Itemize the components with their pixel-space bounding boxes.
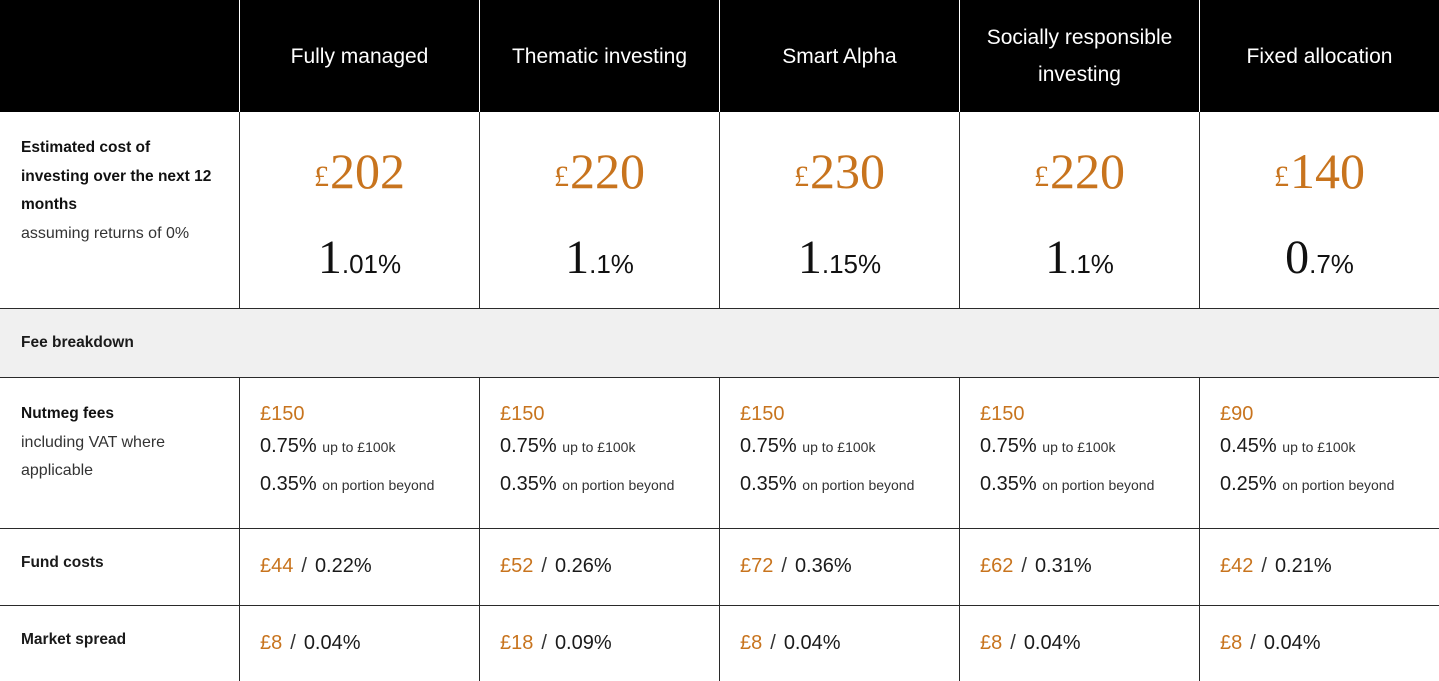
fee-amount: £150 [740, 403, 785, 425]
fee-amount: £90 [1220, 403, 1254, 425]
estimated-cost-cell: £202 1.01% [240, 112, 480, 309]
column-header: Thematic investing [480, 0, 720, 112]
market-spread-cell: £8/0.04% [960, 606, 1200, 681]
fund-cost-cell: £62/0.31% [960, 529, 1200, 606]
nutmeg-fees-label: Nutmeg fees including VAT where applicab… [0, 378, 240, 529]
market-spread-cell: £18/0.09% [480, 606, 720, 681]
market-spread-cell: £8/0.04% [1220, 632, 1321, 654]
fee-breakdown-heading: Fee breakdown [0, 309, 1439, 378]
fee-amount: £150 [980, 403, 1025, 425]
estimated-cost-amount: £220 [1034, 143, 1125, 199]
fee-rate-beyond: 0.25% on portion beyond [1220, 473, 1395, 495]
fund-cost-cell: £72/0.36% [720, 529, 960, 606]
fee-amount: £150 [260, 403, 305, 425]
estimated-cost-amount: £220 [554, 143, 645, 199]
estimated-cost-title: Estimated cost of investing over the nex… [21, 139, 212, 213]
currency-symbol: £ [1274, 160, 1289, 193]
fee-rate-first: 0.75% up to £100k [260, 435, 396, 457]
column-header: Smart Alpha [720, 0, 960, 112]
currency-symbol: £ [554, 160, 569, 193]
fund-costs-label: Fund costs [0, 529, 240, 606]
market-spread-cell: £8/0.04% [240, 606, 480, 681]
market-spread-label: Market spread [0, 606, 240, 681]
fee-amount: £150 [500, 403, 545, 425]
estimated-cost-percent: 1.1% [1045, 231, 1114, 284]
currency-symbol: £ [1034, 160, 1049, 193]
header-corner [0, 0, 240, 112]
column-header: Socially responsible investing [960, 0, 1200, 112]
fund-cost-cell: £44/0.22% [240, 529, 480, 606]
fee-rate-beyond: 0.35% on portion beyond [980, 473, 1155, 495]
fee-rate-beyond: 0.35% on portion beyond [500, 473, 675, 495]
estimated-cost-cell: £220 1.1% [480, 112, 720, 309]
estimated-cost-subtitle: assuming returns of 0% [21, 224, 190, 242]
nutmeg-fee-cell: £150 0.75% up to £100k 0.35% on portion … [960, 378, 1200, 529]
estimated-cost-cell: £230 1.15% [720, 112, 960, 309]
estimated-cost-amount: £202 [314, 143, 405, 199]
estimated-cost-amount: £230 [794, 143, 885, 199]
estimated-cost-amount: £140 [1274, 143, 1365, 199]
column-header: Fixed allocation [1200, 0, 1439, 112]
nutmeg-fees-subtitle: including VAT where applicable [21, 433, 166, 480]
estimated-cost-percent: 1.15% [797, 231, 882, 284]
estimated-cost-label: Estimated cost of investing over the nex… [0, 112, 240, 309]
currency-symbol: £ [314, 160, 329, 193]
fee-rate-first: 0.75% up to £100k [980, 435, 1116, 457]
estimated-cost-percent: 0.7% [1285, 231, 1354, 284]
estimated-cost-cell: £220 1.1% [960, 112, 1200, 309]
fee-rate-first: 0.75% up to £100k [740, 435, 876, 457]
nutmeg-fees-title: Nutmeg fees [21, 405, 115, 422]
nutmeg-fee-cell: £150 0.75% up to £100k 0.35% on portion … [720, 378, 960, 529]
nutmeg-fee-cell: £90 0.45% up to £100k 0.25% on portion b… [1200, 378, 1439, 529]
market-spread-cell: £8/0.04% [720, 606, 960, 681]
fee-rate-beyond: 0.35% on portion beyond [260, 473, 435, 495]
fee-rate-beyond: 0.35% on portion beyond [740, 473, 915, 495]
column-header: Fully managed [240, 0, 480, 112]
estimated-cost-percent: 1.1% [565, 231, 634, 284]
estimated-cost-cell: £140 0.7% [1200, 112, 1439, 309]
currency-symbol: £ [794, 160, 809, 193]
fee-rate-first: 0.75% up to £100k [500, 435, 636, 457]
fee-rate-first: 0.45% up to £100k [1220, 435, 1356, 457]
fund-cost-cell: £52/0.26% [480, 529, 720, 606]
fund-cost-cell: £42/0.21% [1200, 529, 1439, 606]
nutmeg-fee-cell: £150 0.75% up to £100k 0.35% on portion … [480, 378, 720, 529]
nutmeg-fee-cell: £150 0.75% up to £100k 0.35% on portion … [240, 378, 480, 529]
estimated-cost-percent: 1.01% [317, 231, 402, 284]
